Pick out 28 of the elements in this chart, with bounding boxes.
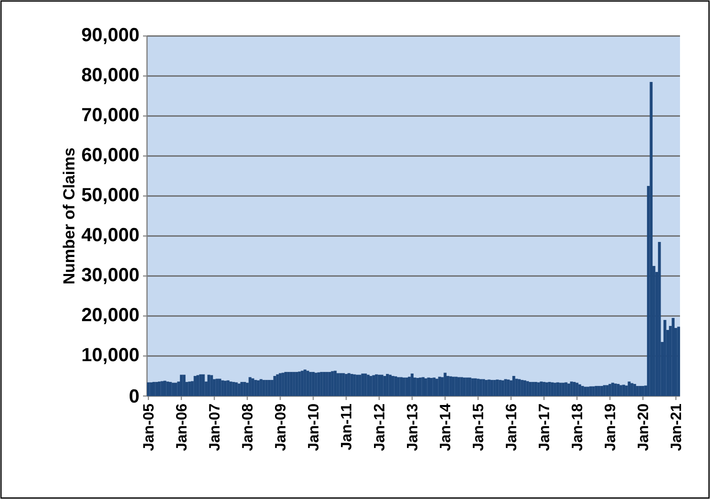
y-tick-label: 70,000 (82, 108, 139, 124)
x-tick-label: Jan-16 (506, 404, 516, 451)
y-tick-label: 80,000 (82, 68, 139, 84)
y-tick-label: 60,000 (82, 148, 139, 164)
y-tick-label: 30,000 (82, 268, 139, 284)
x-tick-label: Jan-08 (242, 404, 253, 451)
y-axis-title: Number of Claims (62, 148, 75, 284)
x-tick-label: Jan-13 (406, 404, 418, 451)
x-tick-label: Jan-10 (308, 404, 319, 451)
x-tick-label: Jan-17 (538, 404, 550, 451)
x-tick-label: Jan-11 (340, 404, 352, 450)
x-tick-label: Jan-05 (143, 404, 154, 451)
x-tick-label: Jan-15 (472, 404, 484, 451)
x-tick-label: Jan-06 (176, 404, 187, 451)
y-tick-label: 0 (130, 389, 139, 403)
x-tick-label: Jan-09 (274, 404, 286, 451)
x-tick-label: Jan-19 (604, 404, 616, 451)
x-tick-label: Jan-20 (638, 404, 648, 451)
y-tick-label: 50,000 (82, 188, 139, 204)
y-tick-label: 10,000 (82, 348, 139, 364)
y-tick-label: 90,000 (82, 28, 139, 44)
x-tick-label: Jan-14 (440, 404, 450, 451)
x-tick-label: Jan-07 (209, 404, 220, 451)
x-tick-label: Jan-21 (670, 404, 682, 451)
x-tick-label: Jan-12 (374, 404, 384, 451)
y-tick-label: 40,000 (82, 228, 139, 244)
y-tick-label: 20,000 (82, 308, 139, 324)
x-tick-label: Jan-18 (572, 404, 582, 451)
